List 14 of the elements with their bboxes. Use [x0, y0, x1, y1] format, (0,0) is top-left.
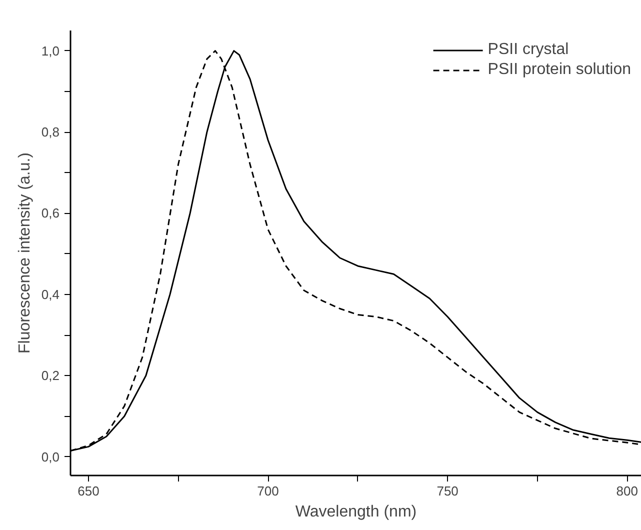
y-tick-label: 0,6	[41, 206, 60, 221]
x-tick-label: 650	[78, 484, 100, 498]
x-tick-label: 800	[616, 484, 638, 498]
y-tick-label: 0,2	[41, 368, 60, 384]
y-tick-label: 0,4	[41, 286, 60, 302]
y-tick-label: 0,8	[41, 124, 60, 140]
x-axis-title: Wavelength (nm)	[295, 504, 417, 520]
x-tick-label: 700	[257, 484, 279, 498]
x-tick-label: 750	[436, 484, 458, 498]
legend-label: PSII crystal	[488, 41, 569, 59]
legend-label: PSII protein solution	[488, 61, 631, 79]
y-axis-title: Fluorescence intensity (a.u.)	[16, 152, 34, 354]
y-tick-label: 0,0	[41, 449, 60, 464]
y-tick-label: 1,0	[41, 43, 60, 58]
